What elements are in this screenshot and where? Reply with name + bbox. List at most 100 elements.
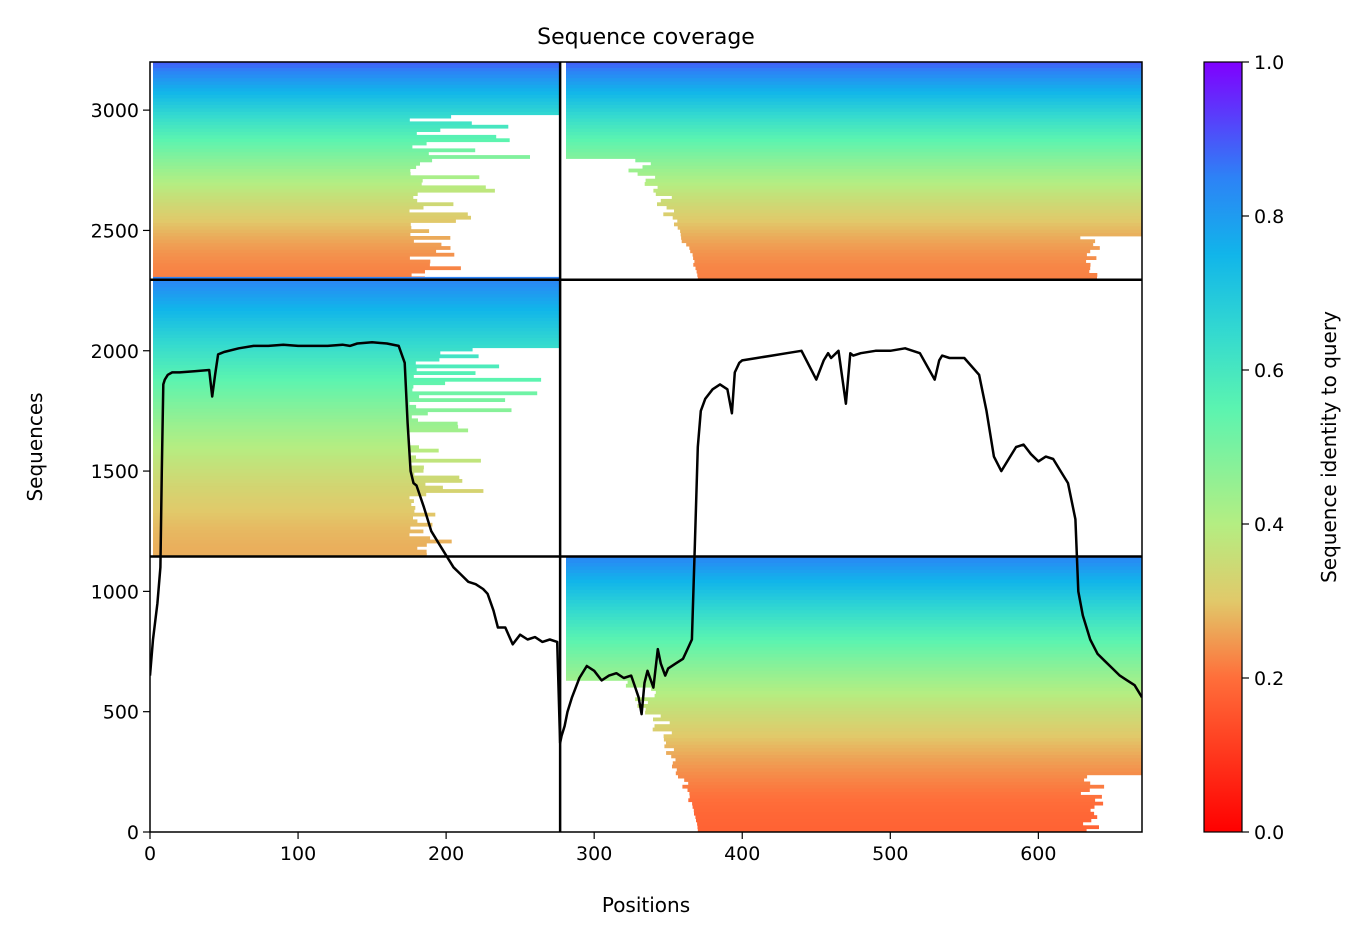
alignment-row (566, 666, 1142, 671)
alignment-row (696, 818, 1092, 823)
alignment-row (672, 764, 1142, 769)
alignment-row (697, 276, 1097, 281)
alignment-row (566, 562, 1142, 567)
alignment-row (669, 720, 1142, 725)
alignment-row (566, 559, 1142, 563)
alignment-row (153, 371, 476, 375)
alignment-row (693, 262, 1091, 267)
alignment-row (153, 546, 418, 551)
alignment-row (153, 283, 561, 288)
alignment-row (153, 280, 561, 284)
alignment-row (153, 529, 424, 534)
alignment-row (635, 158, 1142, 163)
alignment-row (653, 188, 1142, 193)
alignment-row (627, 680, 1142, 685)
alignment-row (660, 714, 1142, 718)
alignment-row (153, 161, 420, 166)
alignment-row (566, 101, 1142, 105)
alignment-row (675, 771, 1142, 776)
alignment-row (695, 815, 1098, 819)
alignment-row (694, 259, 1087, 264)
alignment-row (153, 97, 561, 102)
alignment-heatmap (153, 62, 1142, 832)
alignment-row (153, 320, 561, 325)
alignment-row (566, 62, 1142, 65)
alignment-row (153, 219, 456, 223)
alignment-row (153, 418, 418, 423)
alignment-row (566, 114, 1142, 119)
alignment-row (153, 324, 561, 328)
alignment-row (653, 717, 1142, 722)
alignment-row (688, 781, 1091, 786)
alignment-row (153, 489, 484, 493)
alignment-row (660, 198, 1142, 203)
alignment-row (153, 485, 443, 490)
alignment-row (642, 165, 1142, 169)
alignment-row (153, 452, 410, 456)
alignment-row (153, 438, 410, 443)
alignment-row (666, 751, 1142, 755)
alignment-row (697, 273, 1098, 277)
alignment-row (153, 259, 431, 264)
alignment-row (681, 236, 1081, 240)
alignment-row (153, 262, 430, 267)
x-tick-label: 300 (576, 843, 612, 865)
alignment-row (153, 67, 561, 72)
alignment-row (687, 788, 1090, 792)
y-tick-label: 0 (127, 822, 139, 844)
alignment-row (566, 592, 1142, 597)
alignment-row (153, 317, 561, 322)
alignment-row (566, 670, 1142, 675)
alignment-row (153, 532, 410, 537)
coverage-line-layer (150, 341, 1142, 745)
alignment-row (566, 579, 1142, 584)
colorbar-tick-label: 0.4 (1254, 514, 1284, 536)
alignment-row (153, 458, 481, 463)
alignment-row (566, 111, 1142, 116)
alignment-row (153, 327, 561, 332)
alignment-row (153, 269, 425, 274)
alignment-row (566, 121, 1142, 126)
alignment-row (153, 344, 561, 349)
alignment-row (566, 650, 1142, 654)
alignment-row (153, 411, 428, 416)
alignment-row (153, 121, 472, 126)
alignment-row (153, 421, 458, 426)
alignment-row (153, 408, 512, 413)
alignment-row (153, 94, 561, 99)
alignment-row (684, 778, 1085, 782)
alignment-row (153, 445, 419, 450)
y-axis-label: Sequences (23, 392, 47, 501)
alignment-row (153, 388, 413, 392)
alignment-row (637, 704, 1142, 708)
alignment-row (153, 108, 561, 112)
alignment-row (566, 134, 1142, 139)
alignment-row (566, 646, 1142, 651)
alignment-row (566, 569, 1142, 573)
alignment-row (153, 347, 473, 352)
alignment-row (671, 195, 1142, 200)
alignment-block-middle-left (153, 276, 561, 557)
alignment-row (566, 67, 1142, 72)
alignment-row (153, 539, 452, 544)
y-tick-label: 2500 (91, 220, 139, 242)
alignment-row (153, 549, 427, 554)
alignment-row (566, 565, 1142, 570)
alignment-row (566, 97, 1142, 102)
alignment-row (153, 381, 446, 386)
y-tick-label: 2000 (91, 341, 139, 363)
alignment-row (696, 269, 1090, 274)
alignment-row (697, 825, 1099, 830)
alignment-row (566, 81, 1142, 85)
alignment-row (153, 357, 440, 362)
alignment-row (566, 64, 1142, 68)
alignment-row (153, 401, 410, 406)
alignment-row (153, 499, 414, 503)
alignment-row (566, 636, 1142, 641)
alignment-row (153, 84, 561, 89)
alignment-row (153, 391, 538, 396)
alignment-row (672, 215, 1142, 220)
alignment-row (682, 784, 1105, 789)
x-tick-label: 200 (428, 843, 464, 865)
alignment-row (657, 185, 1142, 190)
